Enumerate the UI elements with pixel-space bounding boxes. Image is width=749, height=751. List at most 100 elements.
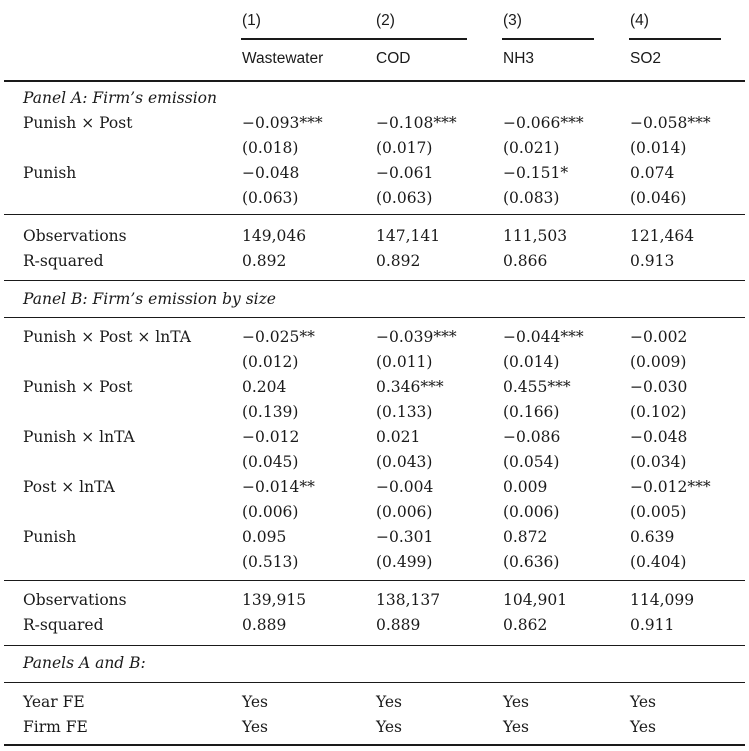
panels-ab-title: Panels A and B: (23, 654, 146, 672)
panel-a-row-cell: (0.063) (242, 189, 299, 207)
panel-a-title: Panel A: Firm’s emission (23, 89, 217, 107)
panel-b-row-cell: (0.102) (630, 403, 687, 421)
panel-b-row-cell: (0.139) (242, 403, 299, 421)
panel-b-stat-cell: 0.889 (242, 616, 287, 634)
panel-a-row-cell: −0.066*** (503, 114, 584, 132)
column-number: (2) (376, 12, 395, 29)
panel-b-row-label: Punish × lnTA (23, 428, 135, 446)
panel-b-row-cell: (0.014) (503, 353, 560, 371)
column-number: (1) (242, 12, 261, 29)
panel-b-stat-cell: 0.911 (630, 616, 675, 634)
fixed-effects-row-cell: Yes (242, 718, 269, 736)
panel-b-row-cell: −0.048 (630, 428, 688, 446)
panel-b-row-cell: −0.014** (242, 478, 315, 496)
fixed-effects-row-cell: Yes (242, 693, 269, 711)
panel-a-row-cell: −0.093*** (242, 114, 323, 132)
panel-b-row-cell: 0.346*** (376, 378, 444, 396)
panel-a-row-cell: (0.083) (503, 189, 560, 207)
panel-b-row-cell: (0.133) (376, 403, 433, 421)
panel-a-row-cell: 0.074 (630, 164, 675, 182)
column-number: (3) (503, 12, 522, 29)
header-underline (375, 38, 467, 40)
rule-panel-b-stats (4, 580, 745, 581)
panel-b-row-cell: (0.166) (503, 403, 560, 421)
panel-b-row-cell: 0.872 (503, 528, 548, 546)
column-header: COD (376, 50, 411, 67)
column-header: SO2 (630, 50, 662, 67)
panel-b-row-cell: −0.030 (630, 378, 688, 396)
panel-b-row-cell: (0.636) (503, 553, 560, 571)
panel-a-stat-cell: 147,141 (376, 227, 441, 245)
panel-a-row-cell: (0.046) (630, 189, 687, 207)
rule-panel-b-title (4, 317, 745, 318)
panel-b-row-cell: 0.095 (242, 528, 287, 546)
rule-panel-a-end (4, 280, 745, 281)
panel-b-stat-cell: 139,915 (242, 591, 307, 609)
panel-b-row-cell: −0.039*** (376, 328, 457, 346)
panel-b-row-cell: −0.025** (242, 328, 315, 346)
panel-a-stat-label: R-squared (23, 252, 104, 270)
panel-a-row-cell: (0.021) (503, 139, 560, 157)
panel-b-row-cell: −0.301 (376, 528, 434, 546)
panel-b-row-label: Punish (23, 528, 77, 546)
panel-a-row-label: Punish (23, 164, 77, 182)
panel-b-row-cell: (0.011) (376, 353, 433, 371)
panel-b-stat-cell: 0.889 (376, 616, 421, 634)
panel-a-row-label: Punish × Post (23, 114, 133, 132)
fixed-effects-row-cell: Yes (630, 718, 657, 736)
fixed-effects-row-cell: Yes (630, 693, 657, 711)
panel-b-row-cell: −0.086 (503, 428, 561, 446)
panel-b-row-cell: 0.021 (376, 428, 421, 446)
rule-panel-a-stats (4, 214, 745, 215)
panel-a-row-cell: (0.014) (630, 139, 687, 157)
panel-b-row-label: Punish × Post × lnTA (23, 328, 191, 346)
panel-a-row-cell: −0.058*** (630, 114, 711, 132)
rule-table-bottom (4, 744, 745, 746)
panel-a-stat-cell: 149,046 (242, 227, 307, 245)
panel-b-row-cell: −0.044*** (503, 328, 584, 346)
panel-b-row-label: Post × lnTA (23, 478, 115, 496)
panel-b-row-cell: 0.639 (630, 528, 675, 546)
rule-header-bottom (4, 80, 745, 82)
panel-b-row-cell: −0.012*** (630, 478, 711, 496)
panel-b-stat-label: R-squared (23, 616, 104, 634)
panel-b-row-cell: (0.005) (630, 503, 687, 521)
panel-b-row-cell: (0.006) (376, 503, 433, 521)
panel-b-row-cell: (0.034) (630, 453, 687, 471)
panel-b-row-cell: (0.043) (376, 453, 433, 471)
panel-a-row-cell: (0.017) (376, 139, 433, 157)
panel-b-row-cell: (0.499) (376, 553, 433, 571)
panel-b-row-cell: (0.009) (630, 353, 687, 371)
panel-b-stat-cell: 114,099 (630, 591, 695, 609)
panel-a-row-cell: −0.151* (503, 164, 569, 182)
fixed-effects-row-cell: Yes (376, 718, 403, 736)
panel-b-title: Panel B: Firm’s emission by size (23, 290, 276, 308)
panel-a-row-cell: −0.061 (376, 164, 434, 182)
panel-a-row-cell: −0.048 (242, 164, 300, 182)
panel-b-row-cell: (0.513) (242, 553, 299, 571)
panel-b-row-cell: 0.455*** (503, 378, 571, 396)
rule-panel-b-end (4, 645, 745, 646)
header-underline (502, 38, 594, 40)
panel-b-row-cell: (0.404) (630, 553, 687, 571)
panel-b-row-cell: (0.054) (503, 453, 560, 471)
panel-b-row-cell: −0.012 (242, 428, 300, 446)
fixed-effects-row-cell: Yes (503, 693, 530, 711)
panel-b-row-cell: (0.006) (503, 503, 560, 521)
panel-b-row-cell: 0.009 (503, 478, 548, 496)
rule-panels-ab-title (4, 682, 745, 683)
panel-a-row-cell: −0.108*** (376, 114, 457, 132)
panel-b-row-label: Punish × Post (23, 378, 133, 396)
column-header: NH3 (503, 50, 535, 67)
panel-a-stat-cell: 121,464 (630, 227, 695, 245)
header-underline (241, 38, 464, 40)
fixed-effects-row-label: Year FE (23, 693, 85, 711)
panel-b-row-cell: 0.204 (242, 378, 287, 396)
panel-b-row-cell: (0.006) (242, 503, 299, 521)
panel-a-stat-label: Observations (23, 227, 127, 245)
panel-b-row-cell: −0.002 (630, 328, 688, 346)
panel-b-row-cell: (0.012) (242, 353, 299, 371)
panel-b-stat-cell: 0.862 (503, 616, 548, 634)
panel-a-stat-cell: 0.892 (242, 252, 287, 270)
